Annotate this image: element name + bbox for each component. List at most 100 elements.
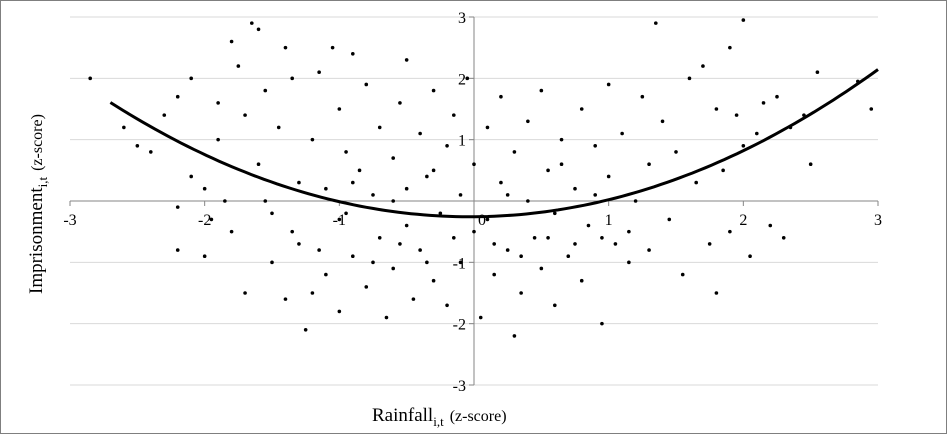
data-point: [364, 82, 369, 87]
data-point: [573, 242, 577, 246]
y-tick-label: 3: [458, 10, 466, 27]
data-point: [189, 174, 193, 179]
data-point: [391, 199, 396, 203]
x-axis-label: Rainfall: [372, 405, 433, 426]
data-point: [324, 186, 328, 191]
data-point: [202, 254, 207, 258]
data-point: [189, 76, 193, 81]
data-point: [391, 266, 396, 271]
data-point: [660, 119, 665, 124]
data-point: [175, 94, 180, 99]
data-point: [869, 107, 874, 111]
data-point: [324, 272, 328, 277]
x-tick-label: 2: [739, 212, 747, 229]
data-point: [647, 248, 651, 252]
data-point: [337, 309, 342, 314]
data-point: [559, 162, 564, 166]
data-point: [276, 125, 281, 130]
x-tick-label: 3: [874, 212, 882, 229]
data-point: [283, 297, 288, 301]
data-point: [781, 236, 786, 240]
data-point: [310, 291, 315, 295]
data-point: [546, 168, 550, 173]
data-point: [492, 242, 497, 246]
y-tick-label: -1: [453, 255, 466, 272]
data-point: [593, 144, 597, 148]
data-point: [539, 88, 544, 93]
data-point: [438, 211, 443, 216]
data-point: [499, 94, 503, 99]
data-point: [149, 150, 153, 154]
data-point: [425, 260, 429, 265]
data-point: [223, 199, 227, 203]
data-point: [404, 186, 409, 191]
data-point: [566, 254, 571, 258]
data-point: [216, 101, 220, 105]
data-point: [122, 125, 126, 130]
data-point: [418, 131, 422, 136]
data-point: [364, 285, 369, 289]
data-point: [485, 217, 490, 222]
data-point: [707, 242, 712, 246]
data-point: [680, 272, 685, 277]
data-point: [694, 180, 698, 185]
data-point: [175, 248, 180, 252]
data-point: [256, 162, 261, 166]
data-point: [303, 328, 308, 332]
data-point: [734, 113, 739, 117]
data-point: [512, 150, 517, 154]
data-point: [748, 254, 752, 258]
data-point: [431, 278, 436, 283]
data-point: [768, 223, 773, 228]
y-axis-label: Imprisonment: [26, 187, 47, 294]
data-point: [270, 211, 274, 216]
data-point: [418, 248, 422, 252]
y-axis-title: Imprisonmenti,t (z-score): [26, 114, 50, 294]
data-point: [250, 21, 254, 25]
data-point: [485, 125, 490, 130]
data-point: [701, 64, 705, 68]
data-point: [229, 229, 234, 234]
x-tick-label: -3: [63, 212, 76, 229]
data-point: [553, 211, 557, 216]
x-tick-label: -1: [333, 212, 346, 229]
data-point: [452, 236, 456, 240]
data-point: [425, 174, 429, 179]
data-point: [505, 248, 510, 252]
data-point: [411, 297, 416, 301]
data-point: [674, 150, 678, 154]
data-point: [465, 76, 470, 81]
data-point: [330, 45, 335, 50]
data-point: [351, 52, 355, 56]
data-point: [775, 94, 779, 99]
data-point: [458, 260, 463, 265]
data-point: [526, 199, 530, 203]
data-point: [404, 223, 409, 228]
data-point: [728, 45, 732, 50]
data-point: [256, 27, 261, 32]
data-point: [579, 107, 584, 111]
data-point: [559, 137, 564, 142]
data-point: [808, 162, 813, 166]
data-point: [532, 236, 537, 240]
data-points: [88, 18, 874, 338]
data-point: [586, 223, 591, 228]
data-point: [573, 186, 577, 191]
data-point: [472, 229, 476, 234]
data-point: [431, 88, 436, 93]
data-point: [310, 137, 315, 142]
data-point: [600, 236, 604, 240]
data-point: [505, 193, 510, 197]
data-point: [539, 266, 544, 271]
data-point: [512, 334, 517, 338]
data-point: [337, 217, 342, 222]
data-point: [761, 101, 766, 105]
x-axis-title: Rainfalli,t (z-score): [372, 405, 507, 429]
data-point: [297, 180, 301, 185]
data-point: [640, 94, 645, 99]
data-point: [162, 113, 167, 117]
data-point: [371, 193, 375, 197]
data-point: [620, 131, 624, 136]
data-point: [202, 186, 207, 191]
